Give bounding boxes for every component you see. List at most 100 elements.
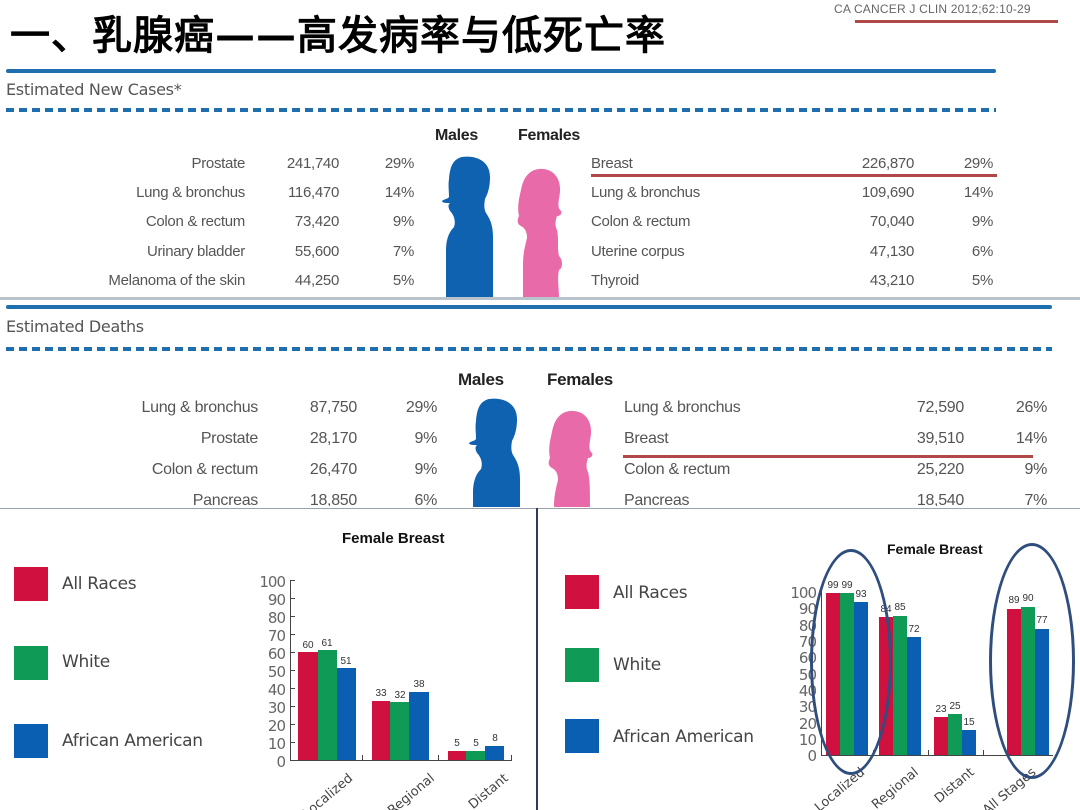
y-tick-label: 40 <box>267 681 286 699</box>
y-tick-label: 60 <box>267 645 286 663</box>
bar-value-label: 85 <box>894 602 906 613</box>
legend-label-white: White <box>62 652 110 672</box>
bar-localized-white <box>318 650 337 760</box>
bar-value-label: 32 <box>394 690 406 701</box>
death-count: 28,170 <box>309 430 357 447</box>
y-tick-label: 100 <box>259 573 286 591</box>
site-name: Colon & rectum <box>624 461 731 478</box>
site-name: Lung & bronchus <box>141 399 259 416</box>
males-header: Males <box>435 127 478 144</box>
table-row: Colon & rectum 25,220 9% <box>624 459 1049 481</box>
legend-label-african-american: African American <box>62 731 203 751</box>
death-count: 87,750 <box>309 399 357 416</box>
x-category-label: Distant <box>466 771 512 810</box>
citation-underline <box>855 20 1058 23</box>
death-count: 18,850 <box>309 492 357 506</box>
x-category-label: Regional <box>385 771 438 810</box>
x-category-label: Localized <box>299 771 356 810</box>
y-tick-label: 10 <box>267 735 286 753</box>
table-row-highlighted: Breast 226,870 29% <box>591 153 996 175</box>
case-count: 70,040 <box>869 213 914 230</box>
bar-distant-white <box>466 751 485 760</box>
deaths-label: Estimated Deaths <box>6 317 144 336</box>
y-tick <box>290 598 295 599</box>
site-name: Pancreas <box>192 492 259 506</box>
highlight-ellipse-localized <box>810 549 892 775</box>
case-count: 55,600 <box>294 243 339 260</box>
bars <box>0 509 536 760</box>
y-tick-label: 50 <box>267 663 286 681</box>
y-tick <box>290 688 295 689</box>
bar-regional-white <box>390 702 409 760</box>
case-pct: 5% <box>392 272 414 289</box>
y-tick-label: 30 <box>267 699 286 717</box>
y-tick <box>290 580 295 581</box>
y-tick-label: 90 <box>267 591 286 609</box>
case-count: 241,740 <box>286 155 339 172</box>
table-row: Prostate 28,170 9% <box>0 428 440 450</box>
death-pct: 7% <box>1024 492 1047 506</box>
site-name: Thyroid <box>591 272 639 289</box>
survival-panel-right: All Races White African American Female … <box>538 508 1080 810</box>
y-tick-label: 70 <box>267 627 286 645</box>
chart-title: Female Breast <box>887 541 983 557</box>
legend-swatch-all-races <box>565 575 599 609</box>
table-row: Colon & rectum 73,420 9% <box>0 211 420 233</box>
site-name: Colon & rectum <box>145 213 245 230</box>
table-row: Melanoma of the skin 44,250 5% <box>0 270 420 292</box>
table-row: Uterine corpus 47,130 6% <box>591 241 996 263</box>
case-count: 109,690 <box>861 184 914 201</box>
females-header: Females <box>547 370 613 389</box>
y-tick <box>290 742 295 743</box>
table-row: Colon & rectum 26,470 9% <box>0 459 440 481</box>
death-count: 25,220 <box>916 461 964 478</box>
bar-value-label: 5 <box>454 738 460 749</box>
male-silhouette-icon <box>442 156 493 298</box>
site-name: Prostate <box>191 155 246 172</box>
bar-value-label: 33 <box>375 688 387 699</box>
bar-distant-all-races <box>448 751 466 760</box>
y-tick <box>290 670 295 671</box>
death-pct: 9% <box>414 430 437 447</box>
legend-swatch-african-american <box>14 724 48 758</box>
legend-swatch-white <box>14 646 48 680</box>
breast-highlight-underline <box>623 455 1033 458</box>
x-group-separator <box>362 755 363 760</box>
x-group-separator <box>983 750 984 755</box>
bar-value-label: 5 <box>473 738 479 749</box>
table-row: Pancreas 18,850 6% <box>0 490 440 506</box>
legend-label-white: White <box>613 655 661 675</box>
citation: CA CANCER J CLIN 2012;62:10-29 <box>834 2 1031 16</box>
bar-chart-stage-survival: 100 90 80 70 60 50 40 30 20 10 0 <box>0 509 536 810</box>
death-count: 18,540 <box>916 492 964 506</box>
death-pct: 9% <box>414 461 437 478</box>
site-name: Colon & rectum <box>151 461 258 478</box>
y-tick <box>290 634 295 635</box>
x-group-separator <box>928 750 929 755</box>
legend-label-african-american: African American <box>613 727 754 747</box>
bar-regional-all-races <box>372 701 390 760</box>
y-tick <box>290 724 295 725</box>
bar-value-label: 60 <box>302 640 314 651</box>
case-pct: 29% <box>963 155 993 172</box>
bar-distant-african-american <box>962 730 976 755</box>
table-row: Lung & bronchus 87,750 29% <box>0 397 440 419</box>
legend-label-all-races: All Races <box>613 583 688 603</box>
table-row: Colon & rectum 70,040 9% <box>591 211 996 233</box>
y-tick <box>290 706 295 707</box>
table-row-highlighted: Breast 39,510 14% <box>624 428 1049 450</box>
table-row: Lung & bronchus 72,590 26% <box>624 397 1049 419</box>
slide-title: 一、乳腺癌——高发病率与低死亡率 <box>10 13 666 59</box>
males-header: Males <box>458 370 504 389</box>
female-silhouette-icon <box>548 410 593 507</box>
y-tick-label: 20 <box>798 715 817 733</box>
x-group-separator <box>438 755 439 760</box>
x-category-label: Distant <box>932 765 978 807</box>
panel-divider <box>536 508 539 810</box>
legend-swatch-african-american <box>565 719 599 753</box>
death-count: 72,590 <box>916 399 964 416</box>
case-count: 226,870 <box>861 155 914 172</box>
site-name: Lung & bronchus <box>591 184 700 201</box>
bar-value-label: 15 <box>963 717 975 728</box>
case-count: 47,130 <box>869 243 914 260</box>
